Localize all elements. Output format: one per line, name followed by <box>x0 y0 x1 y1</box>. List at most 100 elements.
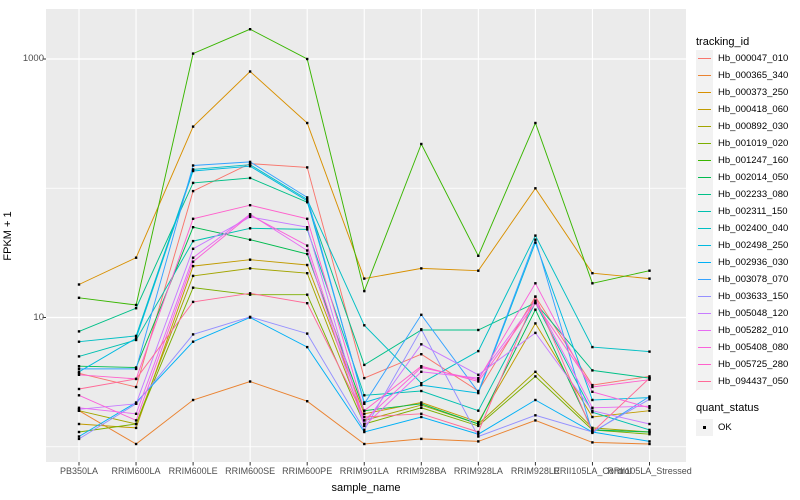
legend-key-line-icon <box>698 244 711 247</box>
legend-item-label: Hb_005282_010 <box>718 325 789 336</box>
data-point <box>591 441 594 444</box>
data-point <box>477 422 480 426</box>
legend-key-line-icon <box>698 278 711 281</box>
data-point <box>591 411 594 414</box>
data-point <box>306 252 309 256</box>
data-point <box>306 199 309 202</box>
data-point <box>363 402 366 405</box>
data-point <box>248 293 252 296</box>
data-point <box>648 378 651 381</box>
legend-item-label: Hb_000373_250 <box>718 87 789 98</box>
legend: tracking_id Hb_000047_010 Hb_000365_340 Hb… <box>692 0 800 500</box>
data-point <box>534 299 537 302</box>
data-point <box>363 419 366 422</box>
data-point <box>77 387 81 391</box>
data-point <box>306 198 309 201</box>
legend-key-line-icon <box>698 159 711 162</box>
data-point <box>477 424 480 428</box>
legend-key <box>696 135 713 152</box>
data-point <box>477 409 480 412</box>
data-point <box>477 440 480 443</box>
data-point <box>591 345 594 349</box>
data-point <box>363 428 366 432</box>
data-point <box>134 402 138 405</box>
legend-item-label: Hb_000047_010 <box>718 53 789 64</box>
x-tick-label-RRIM901LA: RRIM901LA <box>339 466 389 476</box>
legend-item-label: Hb_005048_120 <box>718 308 789 319</box>
data-point <box>248 163 252 166</box>
data-point <box>420 402 423 405</box>
data-point <box>134 366 138 369</box>
data-point <box>477 430 480 434</box>
data-point <box>77 330 81 333</box>
data-point <box>363 409 366 412</box>
x-tick-label-RRIM928BA: RRIM928BA <box>396 466 447 476</box>
data-point <box>648 409 651 412</box>
legend-item-label: Hb_000418_060 <box>718 104 789 115</box>
data-point <box>477 373 480 376</box>
data-point <box>306 201 309 204</box>
data-point <box>77 365 81 368</box>
data-point <box>477 435 480 438</box>
data-point <box>534 398 537 402</box>
legend-key <box>696 101 713 118</box>
legend-item-label: Hb_002233_080 <box>718 189 789 200</box>
data-point <box>248 315 252 319</box>
legend-item-label: Hb_000365_340 <box>718 70 789 81</box>
legend-key <box>696 118 713 135</box>
data-point <box>648 442 651 446</box>
legend-item-label: Hb_094437_050 <box>718 376 789 387</box>
data-point <box>191 217 195 220</box>
x-tick-label-RRIM600LA: RRIM600LA <box>111 466 161 476</box>
data-point <box>306 57 309 61</box>
data-point <box>363 422 366 426</box>
data-point <box>363 376 366 380</box>
data-point <box>648 350 651 353</box>
legend-key-line-icon <box>698 329 711 332</box>
legend-key-line-icon <box>698 91 711 94</box>
legend-item-label: Hb_002498_250 <box>718 240 789 251</box>
data-point <box>306 166 309 169</box>
data-point <box>306 400 309 403</box>
data-point <box>420 267 423 270</box>
data-point <box>534 295 537 298</box>
legend-item-label: Hb_002311_150 <box>718 206 788 217</box>
legend-item-label: Hb_002400_040 <box>718 223 789 234</box>
data-point <box>306 244 309 247</box>
data-point <box>420 383 423 387</box>
data-point <box>248 165 252 168</box>
x-tick-label-RRIM600PE: RRIM600PE <box>282 466 333 476</box>
data-point <box>77 409 81 412</box>
data-point <box>420 370 423 373</box>
legend-key-line-icon <box>698 125 711 128</box>
legend-key-line-icon <box>698 363 711 366</box>
data-point <box>77 406 81 409</box>
data-point <box>534 419 537 422</box>
data-point <box>363 394 366 397</box>
legend-key-line-icon <box>698 261 711 264</box>
data-point <box>191 398 195 402</box>
data-point <box>591 430 594 434</box>
data-point <box>191 260 195 263</box>
data-point <box>591 272 594 275</box>
data-point <box>77 394 81 397</box>
legend-key <box>696 169 713 186</box>
data-point <box>534 238 537 241</box>
x-tick-label-RRIM600LE: RRIM600LE <box>168 466 218 476</box>
data-point <box>134 426 138 430</box>
data-point <box>591 426 594 430</box>
data-point <box>191 189 195 193</box>
x-tick-label-PB350LA: PB350LA <box>59 466 99 476</box>
data-point <box>77 370 81 373</box>
data-point <box>248 176 252 180</box>
data-point <box>77 372 81 375</box>
data-point <box>191 264 195 268</box>
data-point <box>191 333 195 336</box>
data-point <box>134 401 138 404</box>
data-point <box>591 390 594 393</box>
data-point <box>534 331 537 335</box>
legend-key <box>696 203 713 220</box>
data-point <box>248 267 252 270</box>
data-point <box>648 428 651 432</box>
